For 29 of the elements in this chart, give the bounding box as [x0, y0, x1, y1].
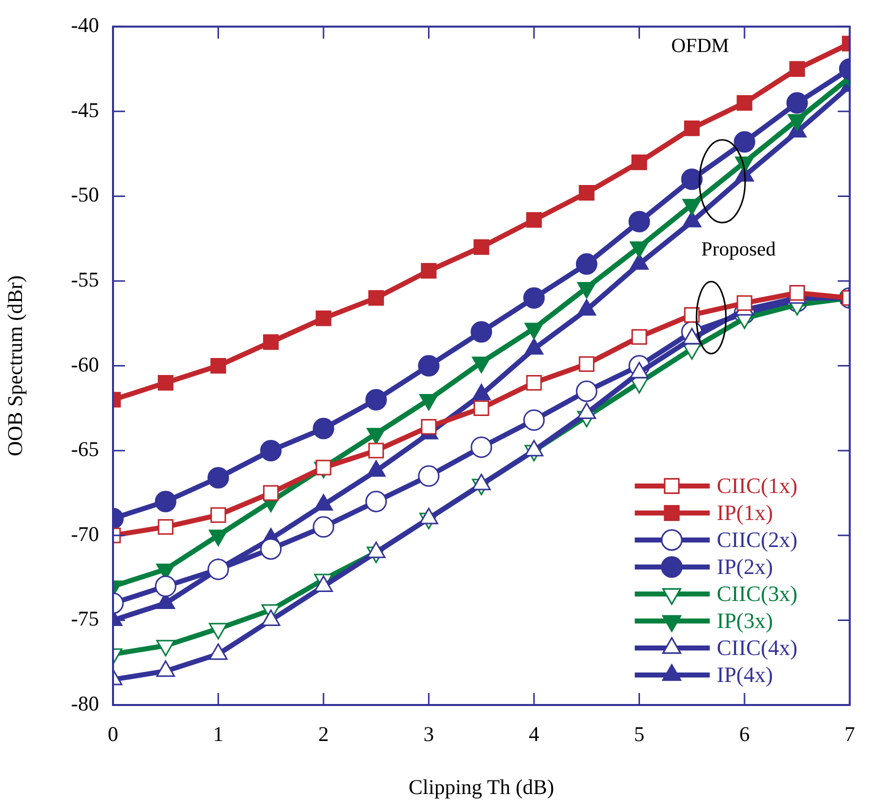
y-axis-title: OOB Spectrum (dBr) — [3, 275, 28, 456]
legend-label: CIIC(4x) — [716, 634, 798, 660]
y-tick-label: -50 — [71, 182, 99, 207]
y-tick-label: -55 — [71, 268, 99, 292]
y-tick-label: -75 — [71, 606, 99, 631]
x-axis-title: Clipping Th (dB) — [408, 774, 554, 799]
x-tick-label: 3 — [424, 722, 434, 746]
x-tick-label: 0 — [108, 722, 118, 746]
annotation: Proposed — [701, 238, 776, 261]
x-tick-label: 7 — [844, 722, 855, 746]
legend-label: IP(1x) — [716, 500, 773, 525]
annotation: OFDM — [671, 35, 730, 58]
x-tick-label: 2 — [318, 722, 329, 746]
x-tick-label: 5 — [634, 722, 644, 746]
legend-label: IP(2x) — [716, 554, 773, 579]
legend-label: IP(4x) — [716, 662, 773, 687]
y-tick-label: -80 — [71, 692, 99, 716]
x-tick-label: 1 — [213, 722, 224, 746]
x-tick-label: 4 — [528, 722, 540, 746]
y-tick-label: -70 — [71, 522, 99, 546]
legend-label: CIIC(3x) — [716, 580, 798, 606]
y-tick-label: -60 — [71, 352, 99, 376]
legend-label: CIIC(2x) — [716, 526, 798, 552]
legend-label: IP(3x) — [716, 608, 773, 633]
y-tick-label: -45 — [71, 98, 99, 122]
y-tick-label: -65 — [71, 437, 99, 462]
legend-label: CIIC(1x) — [716, 472, 798, 498]
x-tick-label: 6 — [739, 722, 750, 746]
y-tick-label: -40 — [71, 13, 99, 38]
